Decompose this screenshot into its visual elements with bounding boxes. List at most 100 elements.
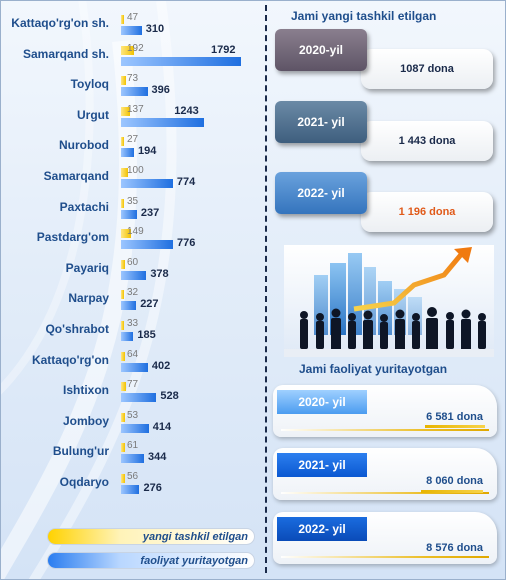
value-new: 100 [127,165,144,176]
value-active: 378 [150,267,169,280]
value-active: 774 [176,176,196,188]
count-new-2021-text: 1 443 dona [398,135,456,147]
value-active: 396 [151,84,170,97]
category-label: Bulung'ur [52,444,109,459]
count-active-2022: 8 576 dona [426,542,483,554]
value-new: 35 [127,195,139,207]
count-new-2020-text: 1087 dona [400,63,454,75]
bar-new [121,382,127,392]
value-new: 47 [127,12,139,23]
category-label: Toyloq [70,77,109,92]
bar-new [121,168,128,177]
category-label: Qo'shrabot [45,322,109,336]
year-new-2022: 2022- yil [275,172,367,214]
bar-active [121,209,137,219]
value-active: 1243 [174,104,199,117]
value-active: 194 [137,145,157,158]
count-active-2020: 6 581 dona [426,411,483,423]
bar-active [121,485,140,494]
count-new-2022: 1 196 dona [361,192,493,232]
bar-active [121,270,147,280]
value-new: 53 [127,409,139,421]
bar-active [121,301,137,311]
bar-new [121,137,124,147]
bar-active [121,179,173,188]
bar-active [121,393,157,403]
category-label: Oqdaryo [59,475,109,489]
bar-active [121,56,241,66]
underline-2020 [425,425,485,428]
bar-active [121,240,173,250]
legend-new-label: yangi tashkil etilgan [142,531,248,543]
category-label: Nurobod [59,138,109,153]
category-label: Narpay [68,291,109,306]
bar-new [121,351,126,361]
value-active: 344 [148,451,167,464]
value-new: 137 [127,103,144,115]
value-new: 33 [127,318,139,329]
count-new-2021: 1 443 dona [361,121,493,161]
value-new: 27 [127,134,139,146]
bar-new [121,443,126,453]
bar-new [121,15,125,24]
category-label: Kattaqo'rg'on sh. [11,16,109,30]
bar-new [121,198,124,208]
value-active: 1792 [211,43,236,56]
bar-new [121,45,134,55]
summary-new-title: Jami yangi tashkil etilgan [291,9,437,23]
active-swoosh-2022 [281,556,489,558]
bar-new [121,259,126,269]
bar-new [121,290,124,300]
value-new: 60 [127,256,139,268]
value-active: 276 [143,482,162,494]
bar-new [121,321,124,330]
category-label: Pastdarg'om [36,230,109,245]
section-divider [265,5,267,573]
bar-new [121,76,126,86]
year-new-2021: 2021- yil [275,101,367,143]
value-new: 192 [127,42,144,54]
category-label: Payariq [65,260,109,275]
summary-active-title: Jami faoliyat yuritayotgan [299,362,448,376]
legend-active: faoliyat yuritayotgan [47,552,255,569]
value-active: 237 [140,206,160,219]
category-label: Samarqand [43,169,109,183]
legend-new: yangi tashkil etilgan [47,528,255,545]
bar-active [121,26,142,35]
year-active-2020: 2020- yil [277,390,367,414]
bar-new [121,474,125,483]
value-new: 32 [127,287,139,299]
bar-active [121,423,149,433]
bar-new [121,229,131,239]
value-active: 776 [176,237,196,250]
bar-active [121,148,134,158]
category-label: Jomboy [62,413,109,428]
value-new: 64 [127,348,139,360]
value-new: 73 [127,73,139,85]
bar-active [121,454,145,464]
active-swoosh-2020 [281,429,489,431]
bar-active [121,117,205,127]
bar-active [121,332,134,341]
year-active-2021: 2021- yil [277,453,367,477]
bar-active [121,87,148,97]
value-active: 528 [160,390,179,403]
value-new: 77 [127,379,139,391]
value-new: 56 [127,471,139,482]
active-swoosh-2021 [281,492,489,494]
underline-2021 [421,490,483,493]
bar-new [121,412,125,422]
count-new-2022-text: 1 196 dona [398,206,456,218]
count-new-2020: 1087 dona [361,49,493,89]
value-new: 149 [127,226,144,238]
year-active-2022: 2022- yil [277,517,367,541]
legend-active-label: faoliyat yuritayotgan [140,555,248,567]
value-active: 227 [140,298,159,311]
value-active: 185 [137,329,156,341]
value-active: 310 [145,23,165,35]
bar-new [121,106,131,116]
business-growth-illustration [284,245,494,357]
value-new: 61 [127,440,139,452]
category-label: Ishtixon [62,383,109,398]
